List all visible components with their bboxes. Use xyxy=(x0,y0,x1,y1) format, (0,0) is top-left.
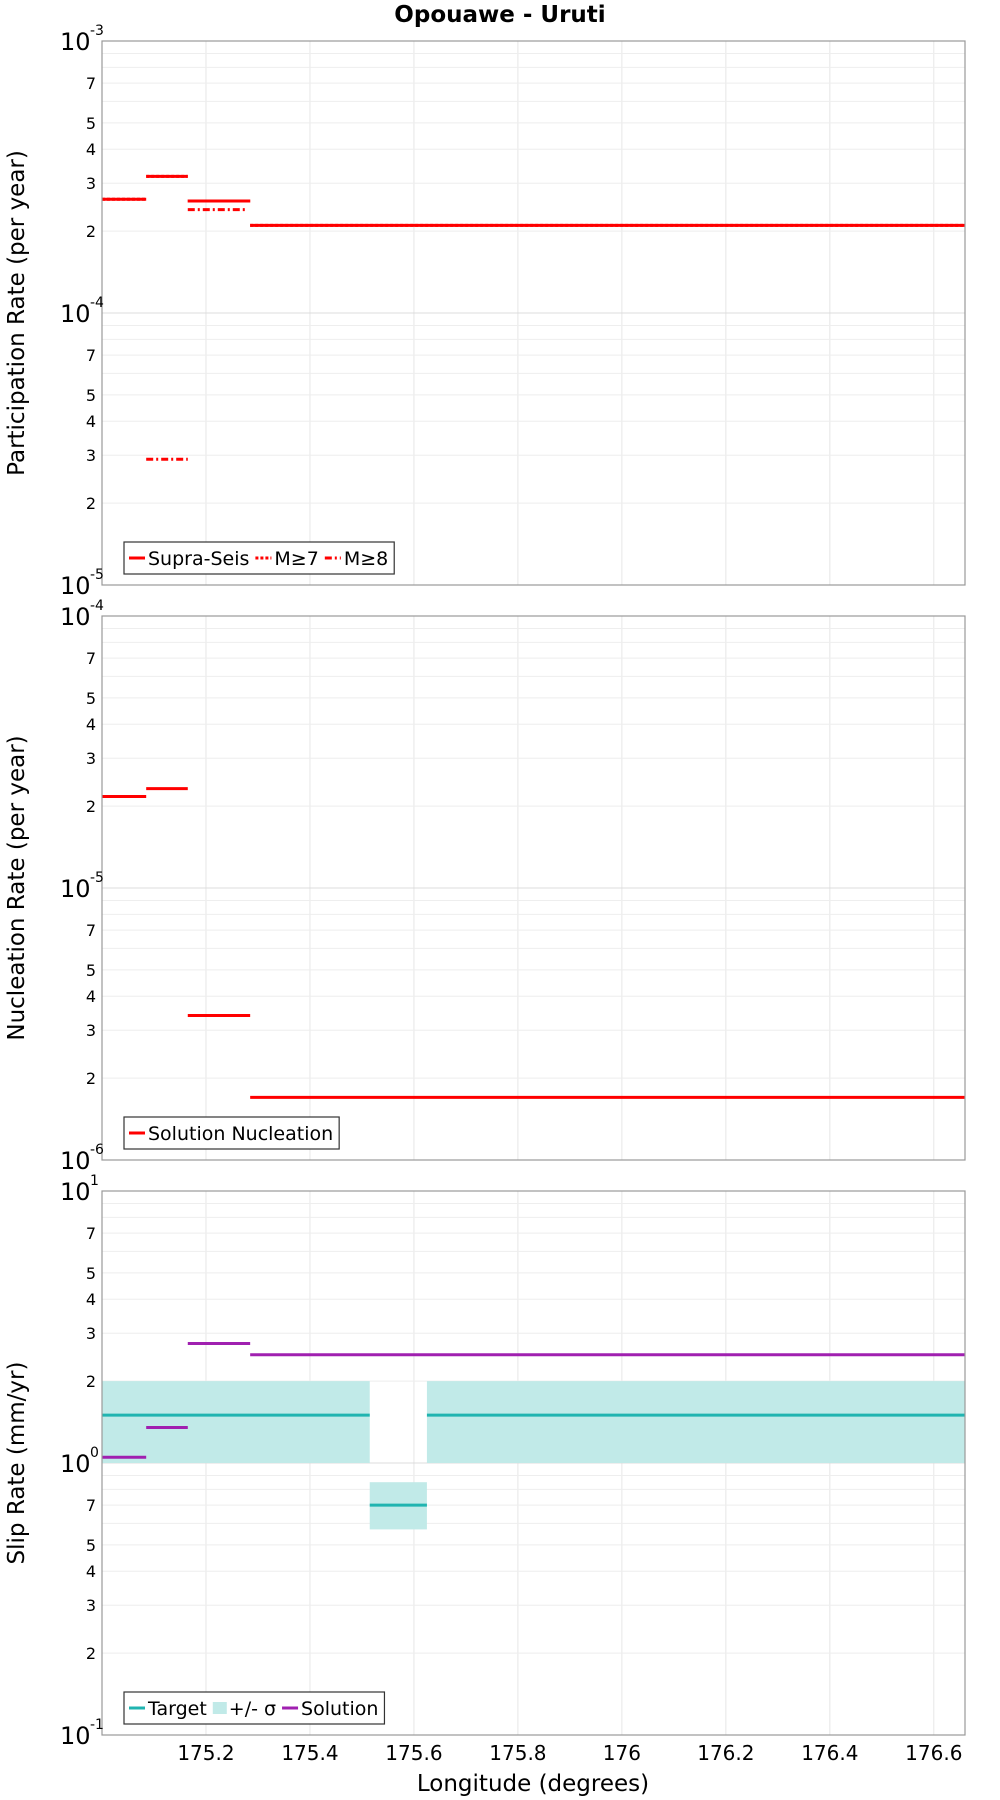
x-tick-label: 176.6 xyxy=(905,1741,962,1765)
y-minor-tick-label: 4 xyxy=(86,412,96,431)
slip-rate-panel: Slip Rate (mm/yr) Longitude (degrees) 2 3… xyxy=(4,1173,966,1797)
x-tick-label: 175.8 xyxy=(489,1741,546,1765)
plot-frame xyxy=(101,40,966,586)
plot-frame xyxy=(101,1190,966,1736)
y-minor-tick-label: 5 xyxy=(86,689,96,708)
participation-rate-panel: Participation Rate (per year) 2 3 4 5 7 2 3 4 5 7… xyxy=(4,23,966,600)
y-decade-tick-label: 10 xyxy=(60,1450,91,1478)
y-minor-tick-label: 4 xyxy=(86,1562,96,1581)
legend: Supra-Seis M≥7 M≥8 xyxy=(123,541,395,575)
y-decade-tick-label: 10 xyxy=(60,300,91,328)
y-decade-tick-exponent: 1 xyxy=(90,1173,99,1189)
y-decade-tick-label: 10 xyxy=(60,28,91,56)
x-tick-label: 176.4 xyxy=(801,1741,858,1765)
y-decade-tick-exponent: -5 xyxy=(90,567,104,583)
y-minor-tick-label: 5 xyxy=(86,114,96,133)
y-minor-tick-label: 3 xyxy=(86,1596,96,1615)
participation-rate-y-label: Participation Rate (per year) xyxy=(4,150,30,476)
legend-entry-label: Solution xyxy=(301,1698,378,1720)
y-decade-tick-label: 10 xyxy=(60,572,91,600)
sigma-band xyxy=(102,1381,370,1463)
legend-frame xyxy=(123,1116,340,1150)
y-minor-tick-label: 2 xyxy=(86,797,96,816)
y-decade-tick-exponent: -4 xyxy=(90,598,104,614)
sigma-band xyxy=(426,1381,966,1463)
nucleation-rate-y-label: Nucleation Rate (per year) xyxy=(4,735,30,1040)
y-minor-tick-label: 7 xyxy=(86,1224,96,1243)
legend-background xyxy=(124,542,395,574)
plot-frame xyxy=(101,615,966,1161)
y-minor-tick-label: 3 xyxy=(86,1324,96,1343)
y-decade-tick-exponent: -3 xyxy=(90,23,104,39)
legend-entry-label: Solution Nucleation xyxy=(148,1123,333,1145)
slip-rate-y-label: Slip Rate (mm/yr) xyxy=(4,1362,30,1565)
legend-entry-label: Supra-Seis xyxy=(148,548,249,570)
x-tick-label: 175.4 xyxy=(281,1741,338,1765)
legend-entry-label: +/- σ xyxy=(229,1698,276,1720)
y-decade-tick-exponent: -5 xyxy=(90,870,104,886)
y-minor-tick-label: 7 xyxy=(86,1496,96,1515)
chart-title: Opouawe - Uruti xyxy=(394,2,605,28)
y-decade-tick-exponent: -1 xyxy=(90,1717,104,1733)
nucleation-rate-panel: Nucleation Rate (per year) 234572345710-… xyxy=(4,598,966,1175)
y-minor-tick-label: 5 xyxy=(86,386,96,405)
x-axis-label: Longitude (degrees) xyxy=(417,1771,649,1797)
y-decade-tick-label: 10 xyxy=(60,603,91,631)
y-decade-tick-exponent: -4 xyxy=(90,295,104,311)
legend-frame xyxy=(123,1691,386,1725)
legend-swatch-band xyxy=(212,1702,227,1714)
y-minor-tick-label: 7 xyxy=(86,921,96,940)
legend: Solution Nucleation xyxy=(123,1116,340,1150)
legend-frame xyxy=(123,541,395,575)
legend-entry-label: M≥7 xyxy=(274,548,318,570)
y-decade-tick-exponent: 0 xyxy=(90,1445,99,1461)
y-minor-tick-label: 3 xyxy=(86,174,96,193)
y-minor-tick-label: 5 xyxy=(86,961,96,980)
y-minor-tick-label: 3 xyxy=(86,1021,96,1040)
legend-background xyxy=(124,1692,385,1724)
y-minor-tick-label: 2 xyxy=(86,1644,96,1663)
y-decade-tick-label: 10 xyxy=(60,875,91,903)
y-minor-tick-label: 4 xyxy=(86,987,96,1006)
y-decade-tick-label: 10 xyxy=(60,1722,91,1750)
y-minor-tick-label: 2 xyxy=(86,1372,96,1391)
x-tick-label: 176 xyxy=(603,1741,641,1765)
y-minor-tick-label: 4 xyxy=(86,140,96,159)
y-minor-tick-label: 7 xyxy=(86,346,96,365)
y-minor-tick-label: 7 xyxy=(86,74,96,93)
legend: Target +/- σ Solution xyxy=(123,1691,386,1725)
y-decade-tick-exponent: -6 xyxy=(90,1142,104,1158)
x-tick-label: 175.2 xyxy=(177,1741,234,1765)
y-minor-tick-label: 2 xyxy=(86,222,96,241)
y-minor-tick-label: 2 xyxy=(86,494,96,513)
legend-entry-label: M≥8 xyxy=(344,548,388,570)
y-minor-tick-label: 2 xyxy=(86,1069,96,1088)
legend-entry-label: Target xyxy=(147,1698,207,1720)
x-tick-label: 176.2 xyxy=(697,1741,754,1765)
y-minor-tick-label: 3 xyxy=(86,446,96,465)
y-decade-tick-label: 10 xyxy=(60,1147,91,1175)
y-minor-tick-label: 4 xyxy=(86,715,96,734)
x-tick-label: 175.6 xyxy=(385,1741,442,1765)
y-decade-tick-label: 10 xyxy=(60,1178,91,1206)
y-minor-tick-label: 5 xyxy=(86,1264,96,1283)
y-minor-tick-label: 4 xyxy=(86,1290,96,1309)
legend-background xyxy=(124,1117,340,1149)
y-minor-tick-label: 7 xyxy=(86,649,96,668)
y-minor-tick-label: 3 xyxy=(86,749,96,768)
y-minor-tick-label: 5 xyxy=(86,1536,96,1555)
